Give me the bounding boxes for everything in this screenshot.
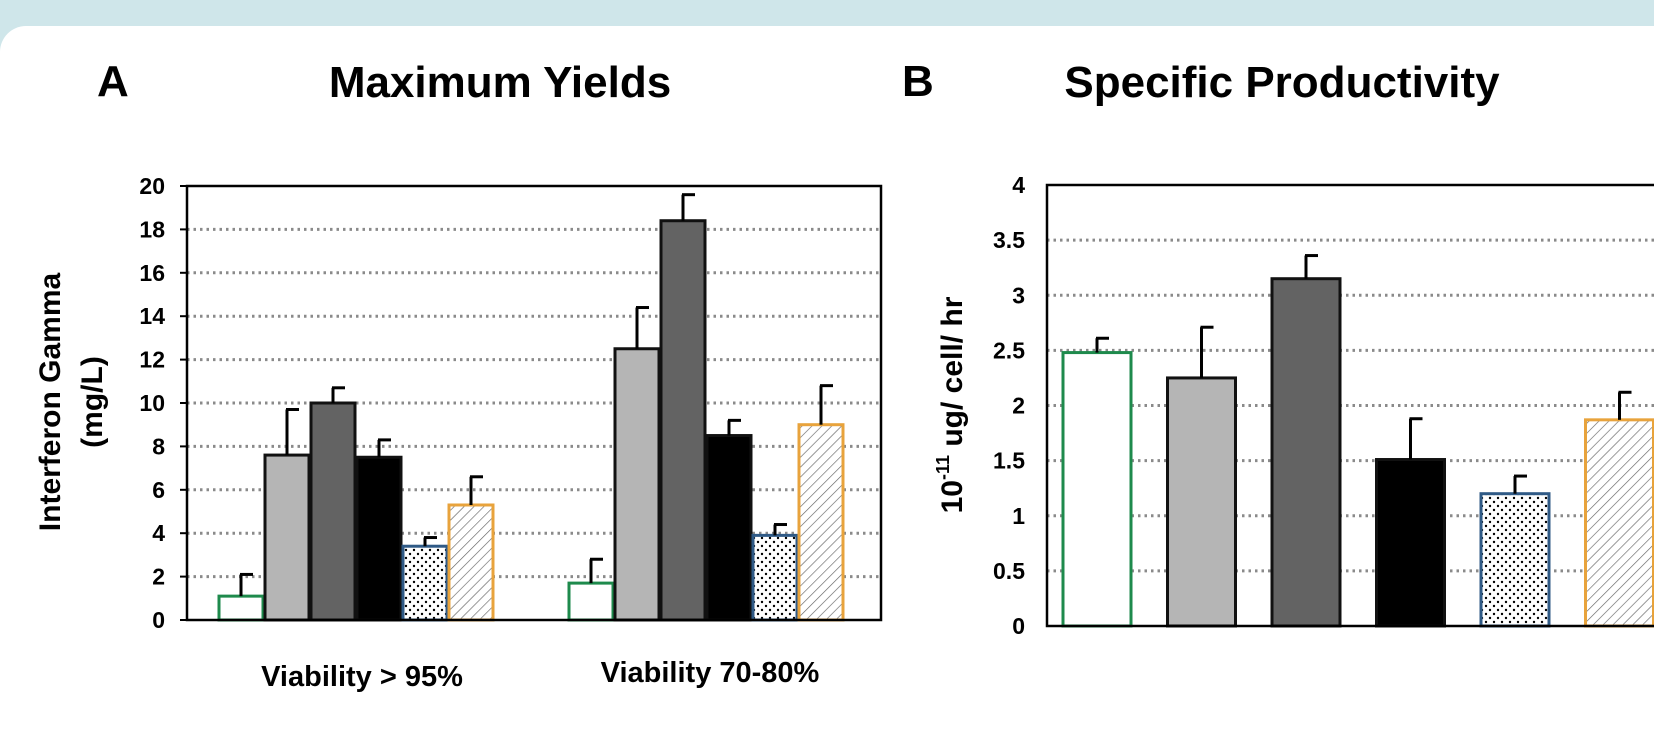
- bar: [1061, 351, 1133, 628]
- panel-title-a: Maximum Yields: [329, 58, 671, 107]
- plot-frame-a: [185, 184, 883, 622]
- panel-b: B Specific Productivity 0 0.5 1 1.5 2 2.5 3 3.5…: [902, 57, 1654, 639]
- panel-title-b: Specific Productivity: [1064, 58, 1500, 107]
- panel-letter-b: B: [902, 57, 934, 106]
- y-tick-label: 12: [139, 347, 165, 373]
- category-label-viability-70-80: Viability 70-80%: [601, 657, 820, 689]
- bar: [263, 453, 311, 622]
- y-axis-label-a-line2: (mg/L): [76, 356, 109, 448]
- bar: [401, 544, 449, 622]
- bar: [355, 455, 403, 622]
- error-bars-a: [239, 193, 833, 597]
- y-tick-label: 0: [1012, 613, 1025, 639]
- y-axis-label-b-unit: ug/ cell/ hr: [936, 296, 969, 455]
- y-tick-label: 0: [152, 607, 165, 633]
- bar: [567, 581, 615, 622]
- y-tick-label: 4: [152, 520, 165, 546]
- bar: [1375, 458, 1446, 628]
- bar: [309, 401, 357, 622]
- bar: [797, 423, 845, 622]
- y-tick-label: 6: [152, 477, 165, 503]
- bar: [751, 533, 799, 622]
- y-tick-labels-a: 0 2 4 6 8 10 12 14 16 18 20: [139, 173, 165, 633]
- y-tick-label: 0.5: [993, 558, 1025, 584]
- bar: [613, 347, 661, 622]
- grid-lines-b: [1047, 238, 1654, 573]
- y-tick-label: 1.5: [993, 448, 1025, 474]
- y-axis-label-b-base: 10: [936, 480, 969, 513]
- bars-a: [217, 219, 845, 622]
- y-tick-label: 20: [139, 173, 165, 199]
- bars-b: [1061, 277, 1654, 628]
- category-label-viability-95: Viability > 95%: [261, 661, 463, 693]
- y-tick-label: 18: [139, 216, 165, 242]
- y-tick-label: 4: [1012, 172, 1025, 198]
- y-tick-label: 16: [139, 260, 165, 286]
- plot-frame-b: [1045, 183, 1654, 628]
- bar: [705, 434, 753, 622]
- panel-letter-a: A: [97, 57, 129, 106]
- error-bars-b: [1095, 254, 1632, 494]
- y-tick-label: 8: [152, 433, 165, 459]
- bar: [217, 594, 265, 622]
- bar: [1270, 277, 1342, 628]
- y-tick-label: 2: [152, 564, 165, 590]
- grid-lines-a: [180, 185, 881, 621]
- bar: [659, 219, 707, 622]
- bar: [1166, 376, 1237, 628]
- y-tick-label: 2.5: [993, 337, 1025, 363]
- y-tick-label: 10: [139, 390, 165, 416]
- y-tick-label: 3: [1012, 282, 1025, 308]
- y-tick-label: 2: [1012, 393, 1025, 419]
- bar: [1584, 418, 1654, 628]
- panel-a: A Maximum Yields 0 2 4 6 8 10 12 14 16 18 20 Inter…: [34, 57, 883, 693]
- y-tick-label: 1: [1012, 503, 1025, 529]
- y-tick-labels-b: 0 0.5 1 1.5 2 2.5 3 3.5 4: [993, 172, 1025, 639]
- y-tick-label: 14: [139, 303, 165, 329]
- y-axis-label-b-exponent: -11: [933, 455, 953, 480]
- y-tick-label: 3.5: [993, 227, 1025, 253]
- y-axis-label-b: 10-11 ug/ cell/ hr: [933, 296, 969, 513]
- bar: [1479, 492, 1551, 628]
- bar: [447, 503, 495, 622]
- y-axis-label-a-line1: Interferon Gamma: [34, 272, 67, 531]
